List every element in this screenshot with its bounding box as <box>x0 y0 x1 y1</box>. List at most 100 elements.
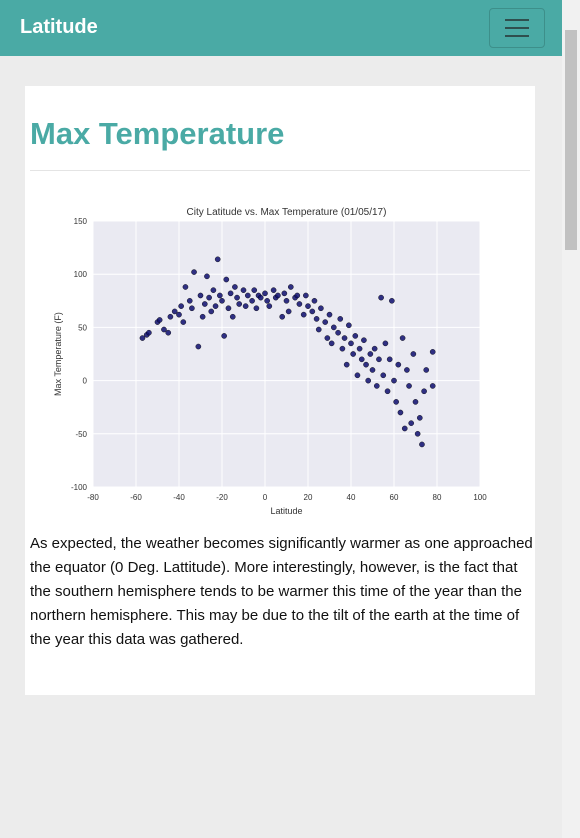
point <box>371 345 378 352</box>
point <box>240 287 247 293</box>
point <box>244 292 251 299</box>
point <box>397 409 404 416</box>
point <box>206 294 212 301</box>
point <box>399 335 406 341</box>
point <box>367 351 374 357</box>
point <box>326 311 333 318</box>
point <box>429 349 436 355</box>
point <box>352 333 359 339</box>
x-tick-label: 100 <box>473 493 487 502</box>
chart: City Latitude vs. Max Temperature (01/05… <box>53 207 487 516</box>
point <box>189 305 195 312</box>
point <box>410 351 417 357</box>
x-tick-label: 80 <box>433 493 442 502</box>
point <box>279 313 286 320</box>
point <box>281 290 288 297</box>
point <box>309 308 316 315</box>
point <box>358 356 365 363</box>
point <box>412 399 419 405</box>
point <box>242 303 249 309</box>
point <box>322 319 329 325</box>
point <box>275 292 281 299</box>
point <box>171 308 178 315</box>
point <box>423 367 430 373</box>
x-tick-label: 20 <box>304 493 313 502</box>
point <box>219 297 225 304</box>
y-tick-label: 100 <box>74 270 88 279</box>
point <box>165 329 172 336</box>
point <box>253 305 260 312</box>
point <box>270 287 277 293</box>
heading: Max Temperature <box>30 116 285 151</box>
x-tick-label: 40 <box>347 493 356 502</box>
point <box>376 356 382 363</box>
point <box>182 284 189 290</box>
point <box>401 425 408 432</box>
point <box>406 383 412 389</box>
y-tick-label: 0 <box>83 377 88 386</box>
x-axis-label: Latitude <box>270 506 302 516</box>
point <box>416 415 423 421</box>
point <box>176 311 182 318</box>
x-tick-label: 60 <box>390 493 399 502</box>
chart-title: City Latitude vs. Max Temperature (01/05… <box>187 207 387 218</box>
point <box>343 361 350 368</box>
point <box>167 313 174 320</box>
point <box>315 326 322 333</box>
point <box>285 308 292 315</box>
point <box>318 305 324 312</box>
point <box>421 388 427 395</box>
point <box>262 290 268 297</box>
point <box>341 335 348 341</box>
x-tick-label: -80 <box>87 493 99 502</box>
point <box>408 420 415 426</box>
y-tick-label: 150 <box>74 217 88 226</box>
point <box>337 316 344 322</box>
point <box>382 340 389 347</box>
x-tick-label: -60 <box>130 493 142 502</box>
point <box>356 345 363 352</box>
point <box>386 356 393 363</box>
point <box>339 345 346 352</box>
x-tick-label: -40 <box>173 493 185 502</box>
point <box>348 340 354 347</box>
point <box>266 303 273 309</box>
point <box>212 303 219 309</box>
point <box>283 297 290 304</box>
point <box>287 284 294 290</box>
point <box>365 377 372 384</box>
point <box>369 367 376 373</box>
point <box>378 294 384 301</box>
point <box>204 273 210 280</box>
point <box>251 287 258 293</box>
point <box>350 351 356 357</box>
menu-toggle[interactable] <box>489 8 545 48</box>
point <box>414 430 421 437</box>
brand[interactable]: Latitude <box>20 16 98 38</box>
y-axis-label: Max Temperature (F) <box>53 312 63 396</box>
point <box>305 303 311 309</box>
point <box>335 329 341 336</box>
point <box>217 292 223 299</box>
point <box>201 301 208 307</box>
point <box>227 290 234 297</box>
point <box>380 372 387 379</box>
description: As expected, the weather becomes signifi… <box>30 535 533 648</box>
point <box>361 337 367 343</box>
point <box>419 441 425 448</box>
scroll-thumb[interactable] <box>565 30 577 250</box>
point <box>404 367 410 373</box>
x-tick-label: -20 <box>216 493 228 502</box>
point <box>303 292 309 299</box>
point <box>311 297 318 304</box>
point <box>354 372 361 379</box>
point <box>229 313 236 320</box>
point <box>264 297 270 304</box>
point <box>199 313 206 320</box>
point <box>296 301 303 307</box>
point <box>234 294 240 301</box>
point <box>429 383 436 389</box>
point <box>195 343 202 350</box>
point <box>221 333 227 339</box>
